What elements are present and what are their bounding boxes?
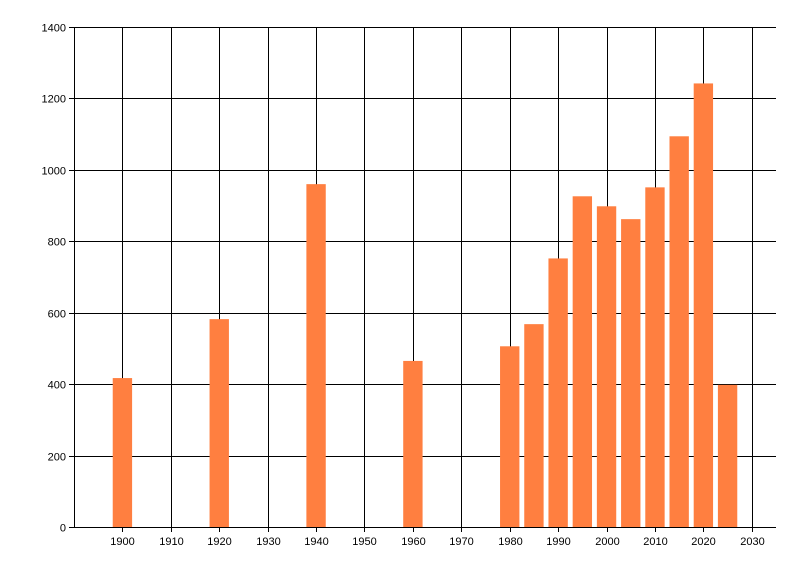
bar-1920 — [209, 319, 229, 527]
x-tick-label: 2010 — [643, 536, 667, 548]
bar-2010 — [645, 187, 665, 527]
axes — [74, 27, 776, 528]
bar-1995 — [572, 196, 593, 528]
x-tick-label: 1940 — [304, 536, 328, 548]
y-tick-label: 600 — [48, 309, 66, 321]
y-tick-label: 1400 — [42, 23, 66, 35]
bar-1940 — [306, 184, 326, 527]
bar-1980 — [500, 346, 520, 527]
bar-2025 — [717, 384, 738, 527]
x-tick-label: 1900 — [110, 536, 134, 548]
y-tick-label: 400 — [48, 380, 66, 392]
y-tick-label: 1000 — [42, 166, 66, 178]
bar-2015 — [669, 136, 689, 528]
x-tick-label: 2000 — [595, 536, 619, 548]
bar-1990 — [548, 258, 568, 527]
bar-2020 — [693, 83, 714, 527]
bar-1985 — [524, 324, 544, 527]
bar-2005 — [621, 219, 641, 527]
bar-1960 — [403, 360, 423, 527]
x-tick-label: 1950 — [352, 536, 376, 548]
x-tick-label: 1990 — [546, 536, 570, 548]
y-tick-label: 800 — [48, 237, 66, 249]
x-tick-label: 1930 — [256, 536, 280, 548]
x-tick-label: 1970 — [449, 536, 473, 548]
bar-2000 — [596, 206, 617, 528]
tick-labels: 0 200 400 600 800 1000 1200 1400 1900 1910 1920 193… — [42, 23, 765, 549]
bar-1900 — [112, 378, 133, 527]
x-tick-label: 2020 — [691, 536, 715, 548]
y-tick-label: 200 — [48, 452, 66, 464]
bars — [112, 83, 738, 528]
x-tick-label: 1920 — [207, 536, 231, 548]
x-tick-label: 1910 — [159, 536, 183, 548]
x-tick-label: 1980 — [498, 536, 522, 548]
x-tick-label: 1960 — [401, 536, 425, 548]
y-tick-label: 0 — [60, 523, 66, 535]
x-tick-label: 2030 — [740, 536, 764, 548]
y-tick-label: 1200 — [42, 94, 66, 106]
